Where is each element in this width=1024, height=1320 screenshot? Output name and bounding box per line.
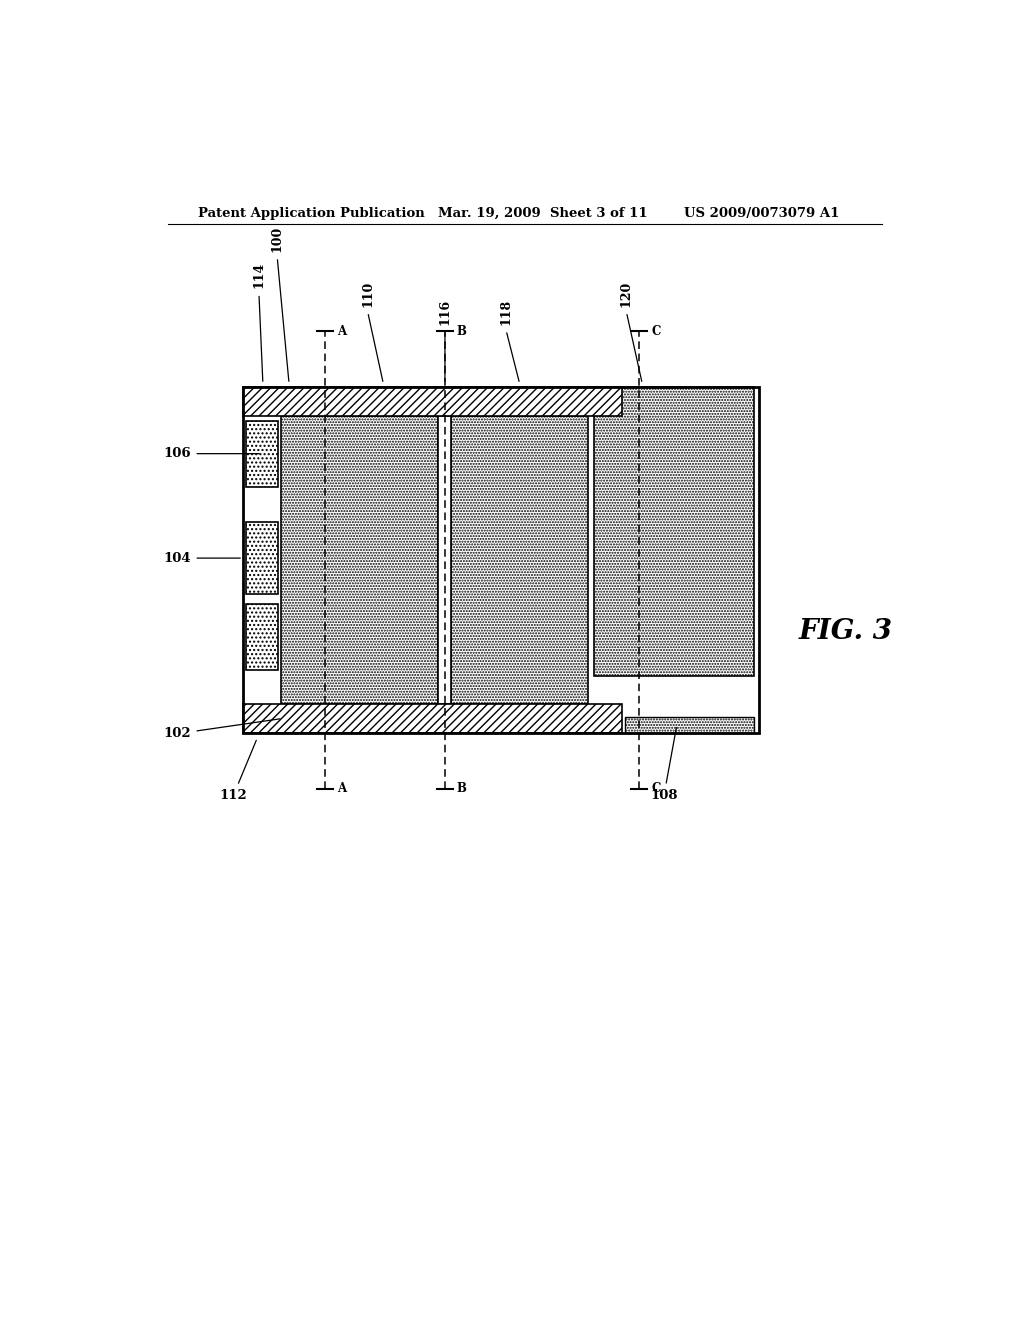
Bar bbox=[438, 416, 452, 704]
Bar bbox=[282, 416, 438, 704]
Text: 118: 118 bbox=[500, 298, 513, 325]
Text: 112: 112 bbox=[220, 741, 256, 801]
Text: 100: 100 bbox=[270, 226, 284, 252]
Bar bbox=[243, 387, 623, 416]
Bar bbox=[595, 387, 754, 676]
Bar bbox=[452, 416, 588, 704]
Text: B: B bbox=[457, 781, 467, 795]
Text: 106: 106 bbox=[164, 447, 259, 461]
Text: C: C bbox=[651, 781, 660, 795]
Bar bbox=[452, 416, 588, 704]
Bar bbox=[595, 387, 754, 676]
Bar bbox=[626, 717, 754, 733]
Text: 116: 116 bbox=[438, 298, 452, 325]
Text: US 2009/0073079 A1: US 2009/0073079 A1 bbox=[684, 207, 839, 220]
Bar bbox=[246, 521, 278, 594]
Text: FIG. 3: FIG. 3 bbox=[799, 618, 893, 644]
Bar bbox=[246, 605, 278, 671]
Text: C: C bbox=[651, 325, 660, 338]
Text: 110: 110 bbox=[361, 281, 374, 306]
Text: 120: 120 bbox=[620, 281, 633, 306]
Text: 104: 104 bbox=[164, 552, 241, 565]
Text: B: B bbox=[457, 325, 467, 338]
Text: A: A bbox=[337, 325, 346, 338]
Text: 114: 114 bbox=[253, 263, 265, 289]
Bar bbox=[282, 416, 438, 704]
Bar bbox=[243, 704, 623, 733]
Text: 102: 102 bbox=[164, 719, 280, 741]
Text: A: A bbox=[337, 781, 346, 795]
Text: 108: 108 bbox=[650, 727, 678, 801]
Bar bbox=[243, 387, 759, 733]
Bar bbox=[246, 421, 278, 487]
Text: Mar. 19, 2009  Sheet 3 of 11: Mar. 19, 2009 Sheet 3 of 11 bbox=[437, 207, 647, 220]
Text: Patent Application Publication: Patent Application Publication bbox=[198, 207, 425, 220]
